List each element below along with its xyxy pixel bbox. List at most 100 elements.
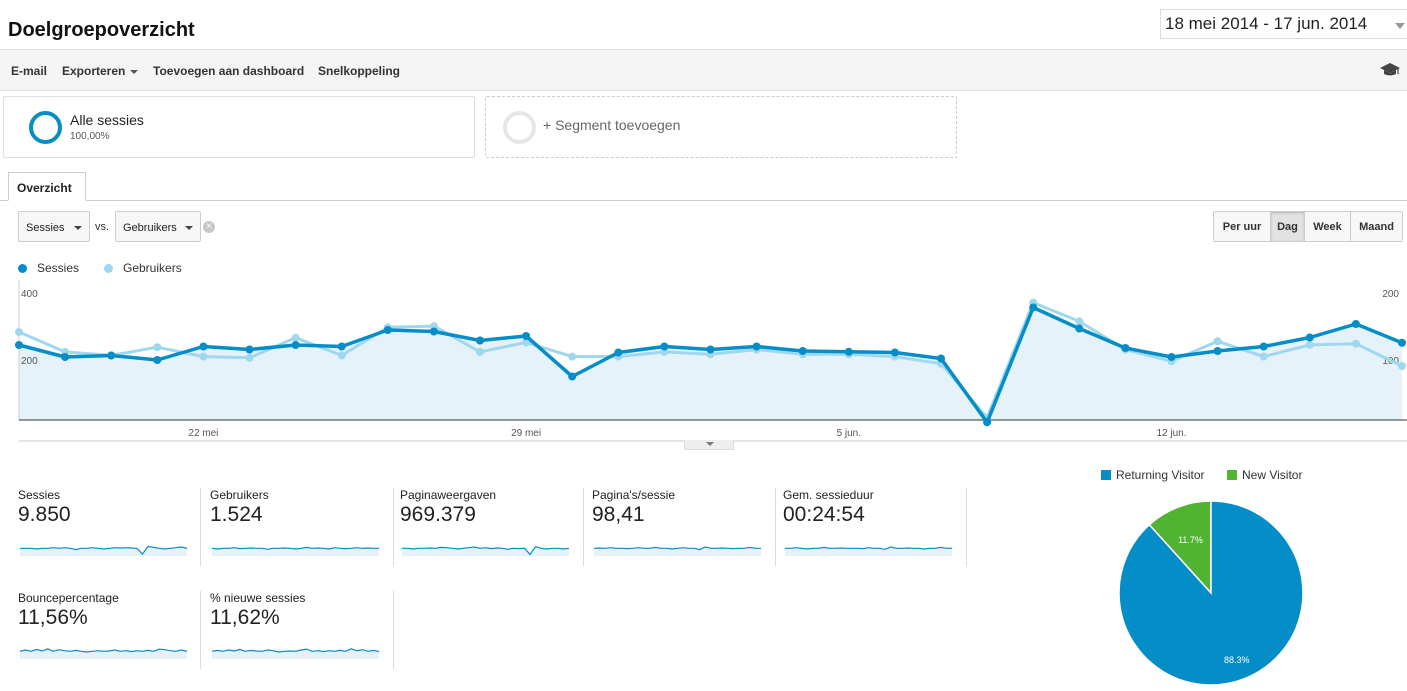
add-to-dashboard-button[interactable]: Toevoegen aan dashboard	[153, 64, 305, 78]
users-point	[199, 352, 208, 361]
users-point	[1075, 317, 1084, 326]
metric-label: Gebruikers	[210, 488, 269, 502]
legend-users-marker	[104, 264, 113, 273]
x-tick-label: 12 jun.	[1156, 428, 1186, 439]
chevron-down-icon	[706, 442, 714, 446]
users-point	[1398, 362, 1406, 370]
sessions-point	[1305, 333, 1314, 342]
page-title: Doelgroepoverzicht	[8, 19, 195, 41]
segment-percentage: 100,00%	[70, 131, 110, 142]
sparkline-line	[594, 546, 761, 551]
graduation-cap-icon[interactable]	[1380, 62, 1400, 78]
metric-sparkline	[20, 545, 188, 556]
segment-name: Alle sessies	[70, 112, 144, 128]
metric-tile[interactable]: Paginaweergaven 969.379	[400, 488, 578, 568]
tile-divider	[775, 488, 776, 566]
sessions-point	[937, 354, 945, 363]
secondary-metric-label: Gebruikers	[123, 222, 177, 234]
period-month-button[interactable]: Maand	[1351, 212, 1402, 241]
users-point	[15, 328, 23, 336]
sessions-point	[844, 347, 853, 356]
chevron-down-icon	[185, 226, 193, 230]
sessions-point	[1167, 353, 1176, 361]
metric-label: Pagina's/sessie	[592, 488, 676, 502]
sessions-point	[522, 332, 531, 340]
users-point	[1259, 352, 1268, 361]
export-label: Exporteren	[62, 64, 126, 78]
primary-metric-label: Sessies	[26, 222, 65, 234]
metric-tile[interactable]: Sessies 9.850	[18, 488, 196, 568]
sessions-point	[61, 353, 70, 361]
metric-tile[interactable]: Pagina's/sessie 98,41	[592, 488, 770, 568]
x-tick-label: 29 mei	[511, 428, 541, 439]
sessions-point	[1351, 320, 1360, 328]
clear-comparison-icon[interactable]: ×	[203, 221, 215, 233]
add-segment-button[interactable]: + Segment toevoegen	[485, 96, 957, 158]
users-point	[153, 343, 162, 352]
tab-overview[interactable]: Overzicht	[8, 172, 86, 201]
metric-tile[interactable]: % nieuwe sessies 11,62%	[210, 591, 388, 671]
chart-collapse-handle[interactable]	[684, 440, 734, 450]
sessions-point	[1029, 303, 1038, 312]
pie-data-label: 11.7%	[1178, 535, 1203, 545]
sessions-point	[983, 418, 992, 427]
metric-value: 1.524	[210, 503, 263, 526]
metric-tile[interactable]: Gebruikers 1.524	[210, 488, 388, 568]
sessions-point	[1121, 344, 1130, 352]
tile-divider	[200, 488, 201, 566]
metric-sparkline	[212, 546, 379, 556]
sessions-point	[706, 345, 715, 354]
period-per-hour-button[interactable]: Per uur	[1214, 212, 1271, 241]
chevron-down-icon	[130, 69, 139, 74]
sparkline-line	[20, 545, 188, 556]
users-point	[522, 338, 531, 347]
metric-sparkline	[785, 546, 952, 556]
legend-users-label[interactable]: Gebruikers	[123, 261, 182, 275]
users-point	[476, 347, 484, 356]
sessions-point	[1075, 324, 1084, 333]
metric-label: Gem. sessieduur	[783, 488, 874, 502]
tile-divider	[583, 488, 584, 566]
sparkline-line	[402, 546, 570, 556]
sessions-point	[199, 342, 208, 351]
primary-metric-select[interactable]: Sessies	[18, 211, 90, 242]
y-right-tick-label: 200	[1382, 289, 1399, 300]
metric-tile[interactable]: Gem. sessieduur 00:24:54	[783, 488, 961, 568]
metric-sparkline	[594, 546, 761, 556]
metric-label: Paginaweergaven	[400, 488, 497, 502]
shortcut-button[interactable]: Snelkoppeling	[318, 64, 401, 78]
sessions-point	[752, 342, 761, 351]
export-menu[interactable]: Exporteren	[62, 64, 139, 78]
sessions-point	[614, 348, 623, 357]
tile-divider	[393, 591, 394, 669]
date-range-picker[interactable]: 18 mei 2014 - 17 jun. 2014	[1160, 9, 1407, 39]
users-point	[568, 352, 577, 361]
x-tick-label: 5 jun.	[837, 428, 861, 439]
legend-returning-marker	[1101, 470, 1111, 480]
sessions-point	[568, 372, 577, 381]
segment-ring-icon	[503, 111, 536, 144]
sparkline-line	[785, 546, 952, 550]
period-day-button[interactable]: Dag	[1271, 212, 1305, 241]
metric-tile[interactable]: Bouncepercentage 11,56%	[18, 591, 196, 671]
users-point	[337, 351, 346, 360]
segment-all-sessions[interactable]: Alle sessies 100,00%	[3, 96, 475, 158]
visitor-type-pie-chart: 11.7% 88.3%	[1118, 500, 1304, 686]
period-week-button[interactable]: Week	[1305, 212, 1351, 241]
email-button[interactable]: E-mail	[11, 64, 48, 78]
secondary-metric-select[interactable]: Gebruikers	[115, 211, 201, 242]
users-point	[1305, 340, 1314, 349]
add-segment-label: + Segment toevoegen	[543, 117, 681, 133]
legend-sessions-label[interactable]: Sessies	[37, 261, 80, 275]
metric-value: 9.850	[18, 503, 71, 526]
pie-data-label: 88.3%	[1224, 655, 1250, 665]
sessions-point	[153, 356, 162, 364]
sessions-point	[660, 342, 669, 351]
metric-value: 98,41	[592, 503, 645, 526]
sessions-point	[890, 348, 899, 357]
legend-returning-label: Returning Visitor	[1116, 468, 1205, 482]
metric-label: Sessies	[18, 488, 61, 502]
sessions-area	[19, 307, 1402, 423]
tile-divider	[393, 488, 394, 566]
